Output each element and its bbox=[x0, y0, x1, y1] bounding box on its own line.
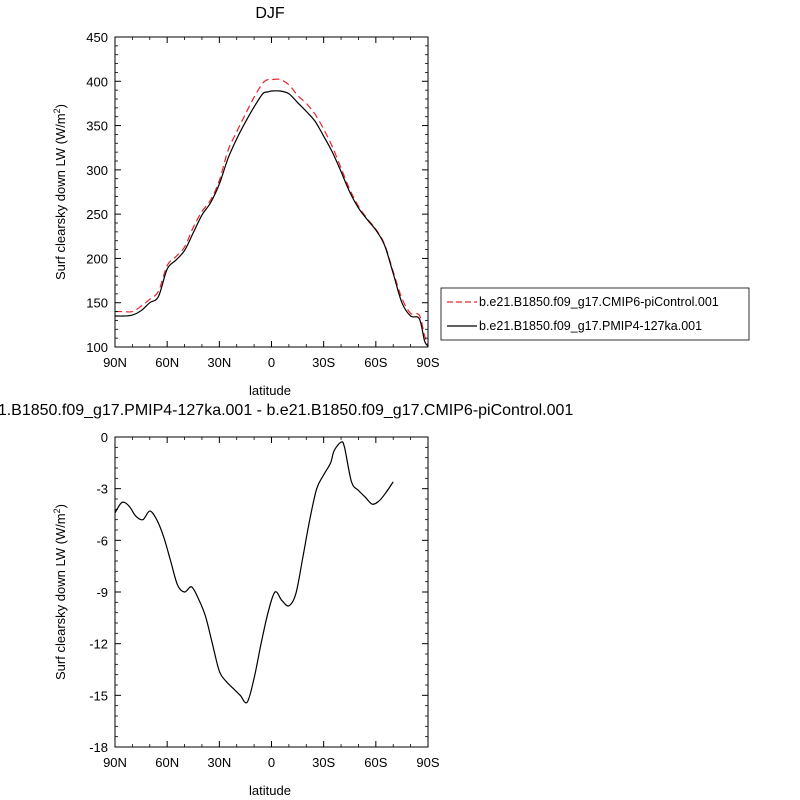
top-x-tick-label-3: 0 bbox=[268, 355, 275, 370]
top-y-tick-label-7: 450 bbox=[86, 30, 108, 45]
top-chart-y-axis-label-main: Surf clearsky down LW (W/m bbox=[53, 113, 68, 280]
top-y-tick-label-0: 100 bbox=[86, 340, 108, 355]
bottom-x-tick-label-2: 30N bbox=[207, 755, 231, 770]
bottom-x-tick-label-3: 0 bbox=[268, 755, 275, 770]
bottom-chart-x-axis-label: latitude bbox=[249, 783, 291, 798]
top-x-tick-label-4: 30S bbox=[312, 355, 335, 370]
top-chart-title: DJF bbox=[255, 5, 285, 22]
bottom-y-tick-label-5: -15 bbox=[89, 688, 108, 703]
top-x-tick-label-5: 60S bbox=[364, 355, 387, 370]
top-chart-ticks: 90N 60N 30N 0 30S 60S 90S 100 150 200 250 300 350 400… bbox=[86, 30, 440, 370]
top-y-tick-label-6: 400 bbox=[86, 74, 108, 89]
top-y-tick-label-4: 300 bbox=[86, 163, 108, 178]
bottom-y-tick-label-4: -12 bbox=[89, 637, 108, 652]
legend-label-127ka: b.e21.B1850.f09_g17.PMIP4-127ka.001 bbox=[479, 319, 702, 333]
bottom-chart-y-axis-label: Surf clearsky down LW (W/m2) bbox=[52, 504, 68, 680]
bottom-x-tick-label-1: 60N bbox=[155, 755, 179, 770]
top-series-line-1 bbox=[114, 90, 429, 347]
top-chart-y-axis-label: Surf clearsky down LW (W/m2) bbox=[52, 104, 68, 280]
top-chart-x-axis-label: latitude bbox=[249, 383, 291, 398]
legend-box bbox=[440, 287, 750, 341]
top-chart-legend: b.e21.B1850.f09_g17.CMIP6-piControl.001 … bbox=[440, 287, 750, 341]
bottom-chart-y-axis-label-main: Surf clearsky down LW (W/m bbox=[53, 513, 68, 680]
top-y-tick-label-1: 150 bbox=[86, 296, 108, 311]
bottom-chart-ticks: 90N 60N 30N 0 30S 60S 90S 0 -3 -6 -9 -12 -15 -18 bbox=[89, 430, 440, 770]
bottom-chart-y-axis-label-close: ) bbox=[53, 504, 68, 508]
top-x-tick-label-6: 90S bbox=[416, 355, 439, 370]
top-x-tick-label-0: 90N bbox=[103, 355, 127, 370]
bottom-x-tick-label-6: 90S bbox=[416, 755, 439, 770]
top-y-tick-label-5: 350 bbox=[86, 119, 108, 134]
bottom-y-tick-label-1: -3 bbox=[96, 482, 108, 497]
top-x-tick-label-2: 30N bbox=[207, 355, 231, 370]
bottom-chart-panel: b.e21.B1850.f09_g17.PMIP4-127ka.001 - b.… bbox=[0, 402, 573, 798]
top-y-tick-label-2: 200 bbox=[86, 251, 108, 266]
bottom-x-tick-label-0: 90N bbox=[103, 755, 127, 770]
top-y-tick-label-3: 250 bbox=[86, 207, 108, 222]
bottom-chart-y-axis-label-superscript: 2 bbox=[52, 508, 62, 513]
bottom-series-line-0 bbox=[114, 441, 394, 704]
bottom-chart-frame bbox=[114, 436, 429, 748]
bottom-y-tick-label-0: 0 bbox=[101, 430, 108, 445]
top-chart-panel: DJF 90N 60N 30N 0 30S 60S 90S 100 150 200 250 300 35… bbox=[52, 5, 750, 398]
bottom-chart-title: b.e21.B1850.f09_g17.PMIP4-127ka.001 - b.… bbox=[0, 402, 573, 419]
bottom-x-tick-label-5: 60S bbox=[364, 755, 387, 770]
top-chart-y-axis-label-superscript: 2 bbox=[52, 108, 62, 113]
top-chart-frame bbox=[114, 36, 429, 348]
top-series-line-0 bbox=[114, 78, 429, 346]
top-chart-y-axis-label-close: ) bbox=[53, 104, 68, 108]
bottom-x-tick-label-4: 30S bbox=[312, 755, 335, 770]
bottom-chart-series-group bbox=[114, 441, 394, 704]
bottom-y-tick-label-3: -9 bbox=[96, 585, 108, 600]
bottom-y-tick-label-6: -18 bbox=[89, 740, 108, 755]
legend-label-piControl: b.e21.B1850.f09_g17.CMIP6-piControl.001 bbox=[479, 295, 719, 309]
top-chart-series-group bbox=[114, 78, 429, 347]
top-x-tick-label-1: 60N bbox=[155, 355, 179, 370]
bottom-y-tick-label-2: -6 bbox=[96, 533, 108, 548]
